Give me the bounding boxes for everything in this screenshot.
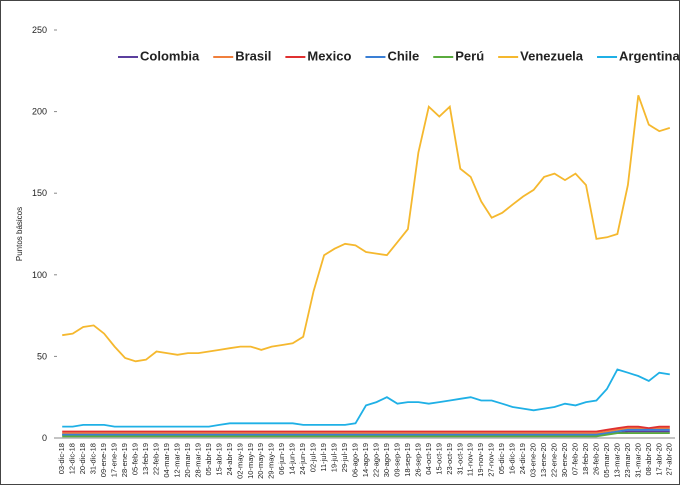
- x-tick-label: 18-sep-19: [403, 443, 412, 477]
- x-tick-label: 11-jul-19: [319, 443, 328, 472]
- x-tick-label: 19-nov-19: [476, 443, 485, 477]
- x-tick-label: 06-ago-19: [351, 443, 360, 477]
- x-tick-label: 09-ene-19: [99, 443, 108, 477]
- x-tick-label: 22-ene-20: [550, 443, 559, 477]
- x-tick-label: 05-mar-20: [602, 443, 611, 478]
- x-tick-label: 24-jun-19: [298, 443, 307, 475]
- x-tick-label: 13-feb-19: [141, 443, 150, 475]
- x-tick-label: 13-ene-20: [539, 443, 548, 477]
- y-tick-label: 150: [32, 188, 47, 198]
- x-tick-label: 09-sep-19: [392, 443, 401, 477]
- x-tick-label: 16-dic-19: [508, 443, 517, 474]
- x-tick-label: 26-sep-19: [413, 443, 422, 477]
- legend-label: Perú: [455, 48, 484, 63]
- x-tick-label: 22-feb-19: [151, 443, 160, 475]
- x-tick-label: 29-may-19: [267, 443, 276, 479]
- series-line: [62, 428, 670, 436]
- x-tick-label: 03-dic-18: [57, 443, 66, 474]
- legend-label: Colombia: [140, 48, 200, 63]
- series-line: [62, 432, 670, 438]
- x-tick-label: 20-dic-18: [78, 443, 87, 474]
- x-tick-label: 28-ene-19: [120, 443, 129, 477]
- x-tick-label: 03-ene-20: [529, 443, 538, 477]
- y-tick-label: 100: [32, 270, 47, 280]
- x-tick-label: 14-ago-19: [361, 443, 370, 477]
- x-tick-label: 05-dic-19: [497, 443, 506, 474]
- x-tick-label: 31-oct-19: [455, 443, 464, 475]
- x-tick-label: 30-ene-20: [560, 443, 569, 477]
- legend-label: Venezuela: [520, 48, 584, 63]
- x-tick-label: 07-feb-20: [570, 443, 579, 475]
- x-tick-label: 15-oct-19: [434, 443, 443, 475]
- x-tick-label: 26-feb-20: [591, 443, 600, 475]
- x-tick-label: 17-ene-19: [110, 443, 119, 477]
- x-tick-label: 02-may-19: [235, 443, 244, 479]
- x-tick-label: 05-abr-19: [204, 443, 213, 476]
- x-tick-label: 29-jul-19: [340, 443, 349, 472]
- x-tick-label: 12-mar-19: [172, 443, 181, 478]
- x-tick-label: 08-abr-20: [644, 443, 653, 476]
- series-line: [62, 368, 670, 428]
- x-tick-label: 14-jun-19: [288, 443, 297, 475]
- x-tick-label: 11-nov-19: [466, 443, 475, 476]
- x-tick-label: 04-oct-19: [424, 443, 433, 475]
- y-tick-label: 50: [37, 351, 47, 361]
- legend-label: Chile: [387, 48, 419, 63]
- x-tick-label: 19-jul-19: [330, 443, 339, 472]
- x-tick-label: 28-mar-19: [193, 443, 202, 478]
- x-tick-label: 27-abr-20: [665, 443, 674, 476]
- x-tick-label: 27-nov-19: [487, 443, 496, 477]
- x-tick-label: 23-mar-20: [623, 443, 632, 478]
- x-tick-label: 06-jun-19: [277, 443, 286, 475]
- x-tick-label: 12-dic-18: [68, 443, 77, 474]
- x-tick-label: 22-ago-19: [371, 443, 380, 477]
- y-axis-label: Puntos básicos: [15, 207, 24, 261]
- series-line: [62, 94, 671, 363]
- y-tick-label: 250: [32, 25, 47, 35]
- legend-label: Mexico: [307, 48, 351, 63]
- series-line: [62, 425, 670, 433]
- x-tick-label: 23-oct-19: [445, 443, 454, 475]
- x-tick-label: 15-abr-19: [214, 443, 223, 476]
- series-line: [62, 427, 670, 434]
- x-tick-label: 13-mar-20: [612, 443, 621, 478]
- x-tick-label: 04-mar-19: [162, 443, 171, 478]
- x-tick-label: 24-abr-19: [225, 443, 234, 476]
- x-tick-label: 02-jul-19: [309, 443, 318, 472]
- x-tick-label: 30-ago-19: [382, 443, 391, 477]
- x-tick-label: 31-mar-20: [633, 443, 642, 478]
- y-tick-label: 0: [42, 433, 47, 443]
- x-tick-label: 10-may-19: [246, 443, 255, 479]
- x-tick-label: 05-feb-19: [131, 443, 140, 475]
- x-tick-label: 18-feb-20: [581, 443, 590, 475]
- x-tick-label: 20-mar-19: [183, 443, 192, 478]
- x-tick-label: 31-dic-18: [89, 443, 98, 474]
- legend-label: Brasil: [235, 48, 271, 63]
- x-tick-label: 20-may-19: [256, 443, 265, 479]
- x-tick-label: 24-dic-19: [518, 443, 527, 474]
- y-tick-label: 200: [32, 107, 47, 117]
- x-tick-label: 17-abr-20: [654, 443, 663, 476]
- legend-label: Argentina: [619, 48, 680, 63]
